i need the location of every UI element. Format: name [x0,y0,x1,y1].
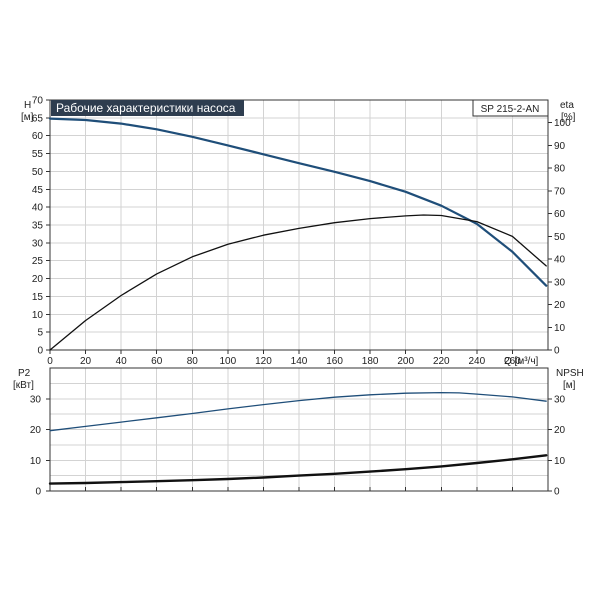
y-right-tick-label: 0 [554,346,560,357]
y-left-axis-label: P2 [18,368,31,379]
x-tick-label: 20 [80,356,92,367]
y-right-tick-label: 80 [554,164,566,175]
x-tick-label: 160 [326,356,343,367]
y-left-tick-label: 0 [35,487,41,498]
y-right-tick-label: 30 [554,394,566,405]
y-left-tick-label: 10 [32,310,44,321]
y-left-tick-label: 55 [32,149,44,160]
head-efficiency-panel: 0 5 10 15 20 25 30 35 40 45 50 55 60 65 70 0 10 20 30 40 50 6… [21,96,576,368]
head-curve [48,117,548,287]
x-tick-label: 140 [291,356,308,367]
y-left-tick-label: 25 [32,256,44,267]
y-left-tick-label: 35 [32,221,44,232]
x-tick-label: 60 [151,356,163,367]
x-tick-label: 120 [255,356,272,367]
y-right-tick-label: 70 [554,186,566,197]
x-tick-label: 0 [47,356,53,367]
y-right-tick-label: 20 [554,425,566,436]
x-tick-label: 200 [397,356,414,367]
power-curve [49,391,547,432]
y-left-axis-label: H [24,100,31,111]
y-left-axis-unit: [кВт] [13,380,34,391]
y-left-tick-label: 20 [30,425,42,436]
x-tick-label: 40 [116,356,128,367]
y-right-axis-label: eta [560,100,574,111]
y-right-axis-label: NPSH [556,368,584,379]
x-tick-label: 220 [433,356,450,367]
y-left-tick-label: 45 [32,185,44,196]
y-left-tick-label: 50 [32,167,44,178]
x-tick-label: 240 [469,356,486,367]
y-right-tick-label: 10 [554,323,566,334]
y-right-tick-label: 100 [554,118,571,129]
y-left-tick-label: 20 [32,274,44,285]
y-left-tick-label: 15 [32,292,44,303]
x-tick-label: 80 [187,356,199,367]
y-left-tick-label: 70 [32,96,44,107]
y-left-tick-label: 30 [30,394,42,405]
x-tick-label: 100 [220,356,237,367]
y-left-tick-label: 40 [32,203,44,214]
y-left-tick-label: 0 [37,346,43,357]
y-left-tick-label: 65 [32,113,44,124]
model-label: SP 215-2-AN [481,104,540,115]
y-left-tick-label: 30 [32,238,44,249]
power-npsh-panel: 0 10 20 30 0 10 20 30 P2[кВт] NPSH[м] [13,367,584,498]
y-right-axis-unit: [м] [563,380,576,391]
chart-title-background [51,100,244,116]
efficiency-curve [49,214,547,351]
y-right-tick-label: 30 [554,277,566,288]
model-label-box [472,99,549,117]
y-left-tick-label: 60 [32,131,44,142]
x-tick-label: 180 [362,356,379,367]
y-left-tick-label: 5 [37,328,43,339]
y-right-axis-unit: [%] [561,112,576,123]
y-right-tick-label: 40 [554,255,566,266]
y-left-axis-unit: [м] [21,112,34,123]
y-right-tick-label: 90 [554,141,566,152]
y-right-tick-label: 20 [554,300,566,311]
y-right-tick-label: 50 [554,232,566,243]
x-tick-label: 260 [504,356,521,367]
y-right-tick-label: 10 [554,456,566,467]
y-right-tick-label: 0 [554,487,560,498]
npsh-curve [48,454,548,485]
y-right-tick-label: 60 [554,209,566,220]
x-axis-label: Q [м³/ч] [504,356,539,367]
y-left-tick-label: 10 [30,456,42,467]
chart-title: Рабочие характеристики насоса [56,101,236,115]
